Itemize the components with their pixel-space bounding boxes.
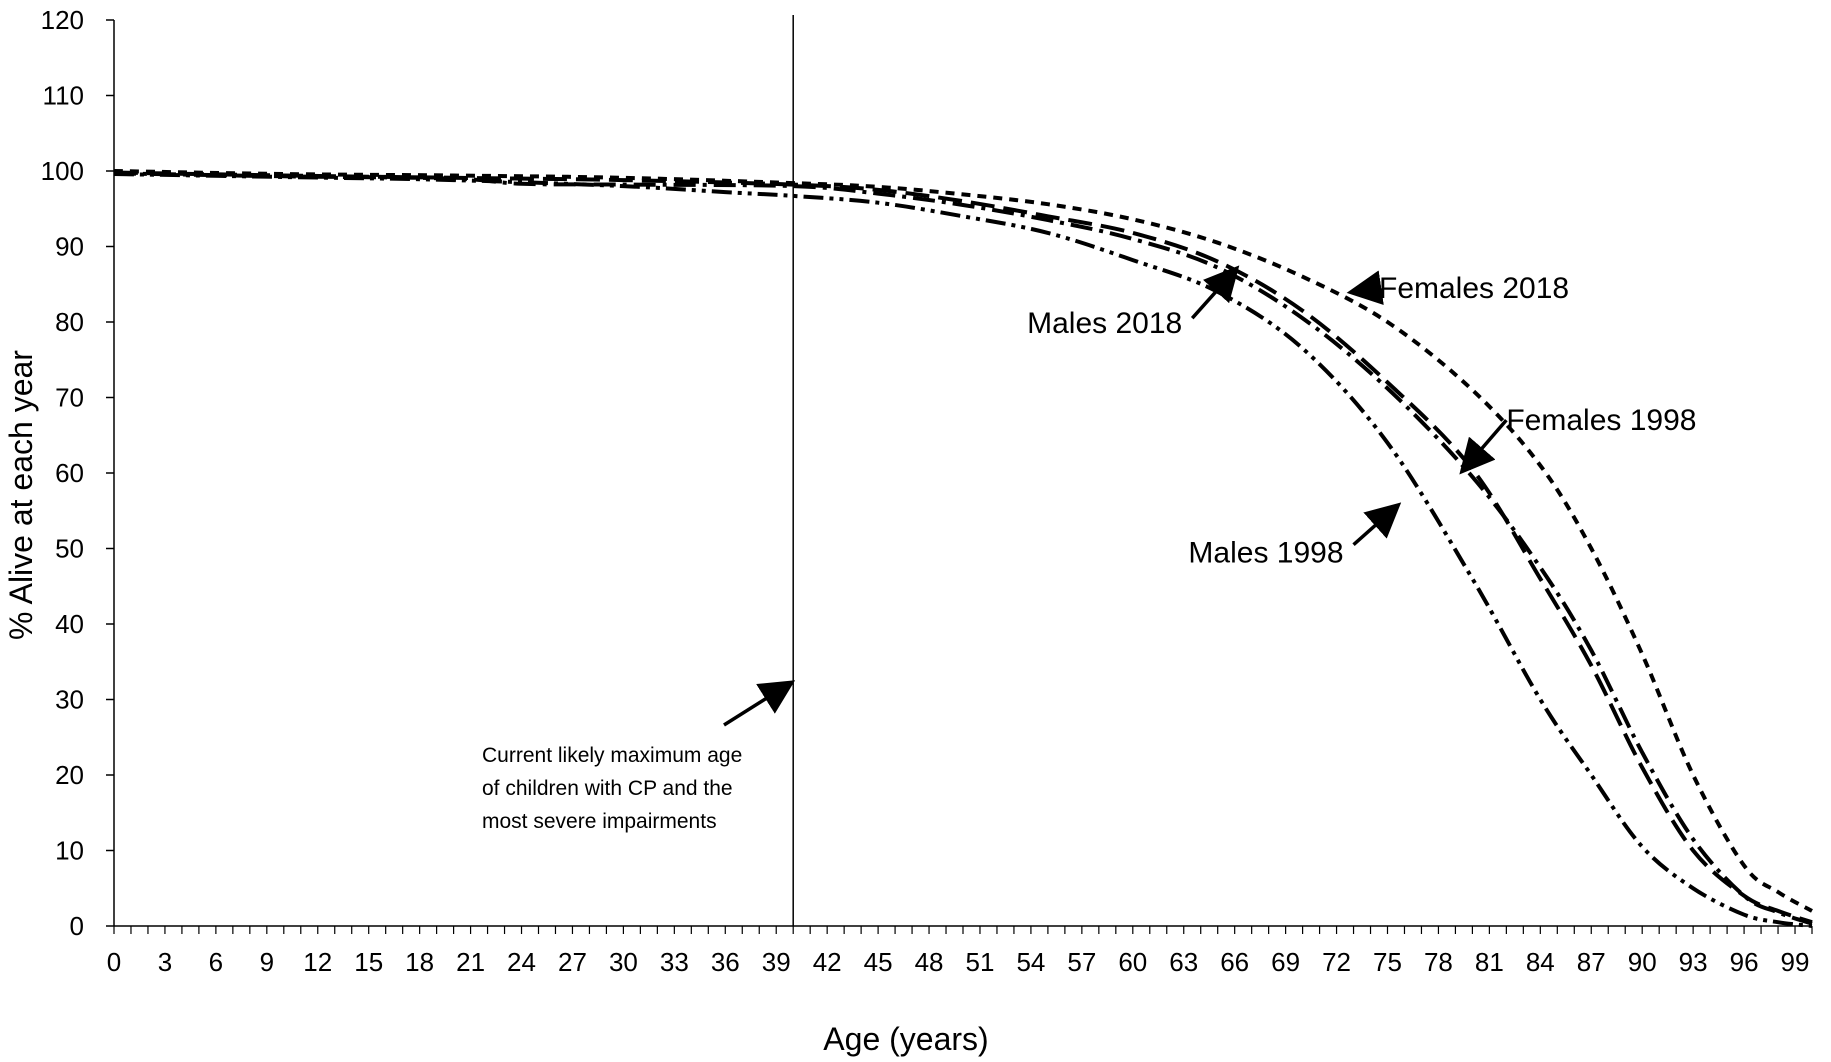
- x-tick-label: 9: [260, 947, 274, 977]
- x-tick-label: 84: [1526, 947, 1555, 977]
- x-tick-label: 45: [864, 947, 893, 977]
- x-tick-label: 87: [1577, 947, 1606, 977]
- x-tick-label: 36: [711, 947, 740, 977]
- note-line-1: Current likely maximum age: [482, 744, 742, 767]
- x-tick-label: 54: [1016, 947, 1045, 977]
- series-layer: [113, 169, 1813, 928]
- y-tick-label: 20: [55, 760, 84, 790]
- y-tick-label: 30: [55, 685, 84, 715]
- x-axis-title: Age (years): [823, 1021, 988, 1057]
- x-tick-label: 15: [354, 947, 383, 977]
- x-tick-label: 21: [456, 947, 485, 977]
- x-tick-label: 69: [1271, 947, 1300, 977]
- y-tick-label: 110: [43, 81, 84, 111]
- annotation-layer: Females 2018 Males 2018 Females 1998 Males …: [723, 265, 1696, 727]
- x-tick-label: 99: [1781, 947, 1810, 977]
- annotation-arrow: [1352, 502, 1402, 547]
- annotation-arrow: [1190, 265, 1240, 320]
- x-tick-label: 0: [107, 947, 121, 977]
- x-tick-label: 42: [813, 947, 842, 977]
- x-tick-label: 72: [1322, 947, 1351, 977]
- x-tick-label: 30: [609, 947, 638, 977]
- series-line-females-1998: [113, 170, 1813, 925]
- x-tick-label: 18: [405, 947, 434, 977]
- x-tick-label: 96: [1730, 947, 1759, 977]
- y-tick-label: 50: [55, 534, 84, 564]
- x-tick-label: 57: [1067, 947, 1096, 977]
- series-line-females-2018: [113, 169, 1813, 913]
- reference-note-arrow: [723, 680, 796, 727]
- x-tick-label: 48: [915, 947, 944, 977]
- annotation-label: Males 2018: [1027, 307, 1182, 340]
- annotation-label: Females 1998: [1506, 404, 1696, 437]
- x-tick-label: 75: [1373, 947, 1402, 977]
- note-line-3: most severe impairments: [482, 810, 717, 833]
- x-tick-label: 27: [558, 947, 587, 977]
- y-axis-title: % Alive at each year: [3, 350, 39, 640]
- x-tick-label: 3: [158, 947, 172, 977]
- x-tick-label: 90: [1628, 947, 1657, 977]
- x-tick-label: 12: [303, 947, 332, 977]
- y-tick-label: 90: [55, 232, 84, 262]
- x-tick-label: 78: [1424, 947, 1453, 977]
- x-tick-label: 93: [1679, 947, 1708, 977]
- annotation-label: Males 1998: [1188, 537, 1343, 570]
- x-tick-label: 51: [966, 947, 995, 977]
- x-tick-label: 33: [660, 947, 689, 977]
- x-tick-label: 39: [762, 947, 791, 977]
- annotation-label: Females 2018: [1379, 272, 1569, 305]
- y-tick-label: 120: [41, 5, 84, 35]
- x-tick-label: 63: [1169, 947, 1198, 977]
- annotation-arrow: [1346, 270, 1384, 306]
- x-tick-label: 6: [209, 947, 223, 977]
- y-tick-label: 60: [55, 458, 84, 488]
- x-tick-label: 24: [507, 947, 536, 977]
- y-tick-label: 100: [41, 156, 84, 186]
- note-line-2: of children with CP and the: [482, 777, 733, 800]
- y-tick-label: 80: [55, 307, 84, 337]
- x-tick-label: 60: [1118, 947, 1147, 977]
- y-tick-label: 0: [70, 911, 84, 941]
- y-tick-label: 10: [55, 836, 84, 866]
- y-tick-label: 70: [55, 383, 84, 413]
- x-tick-label: 66: [1220, 947, 1249, 977]
- series-line-males-1998: [113, 172, 1813, 928]
- y-tick-label: 40: [55, 609, 84, 639]
- x-tick-label: 81: [1475, 947, 1504, 977]
- annotation-arrow: [1459, 419, 1508, 475]
